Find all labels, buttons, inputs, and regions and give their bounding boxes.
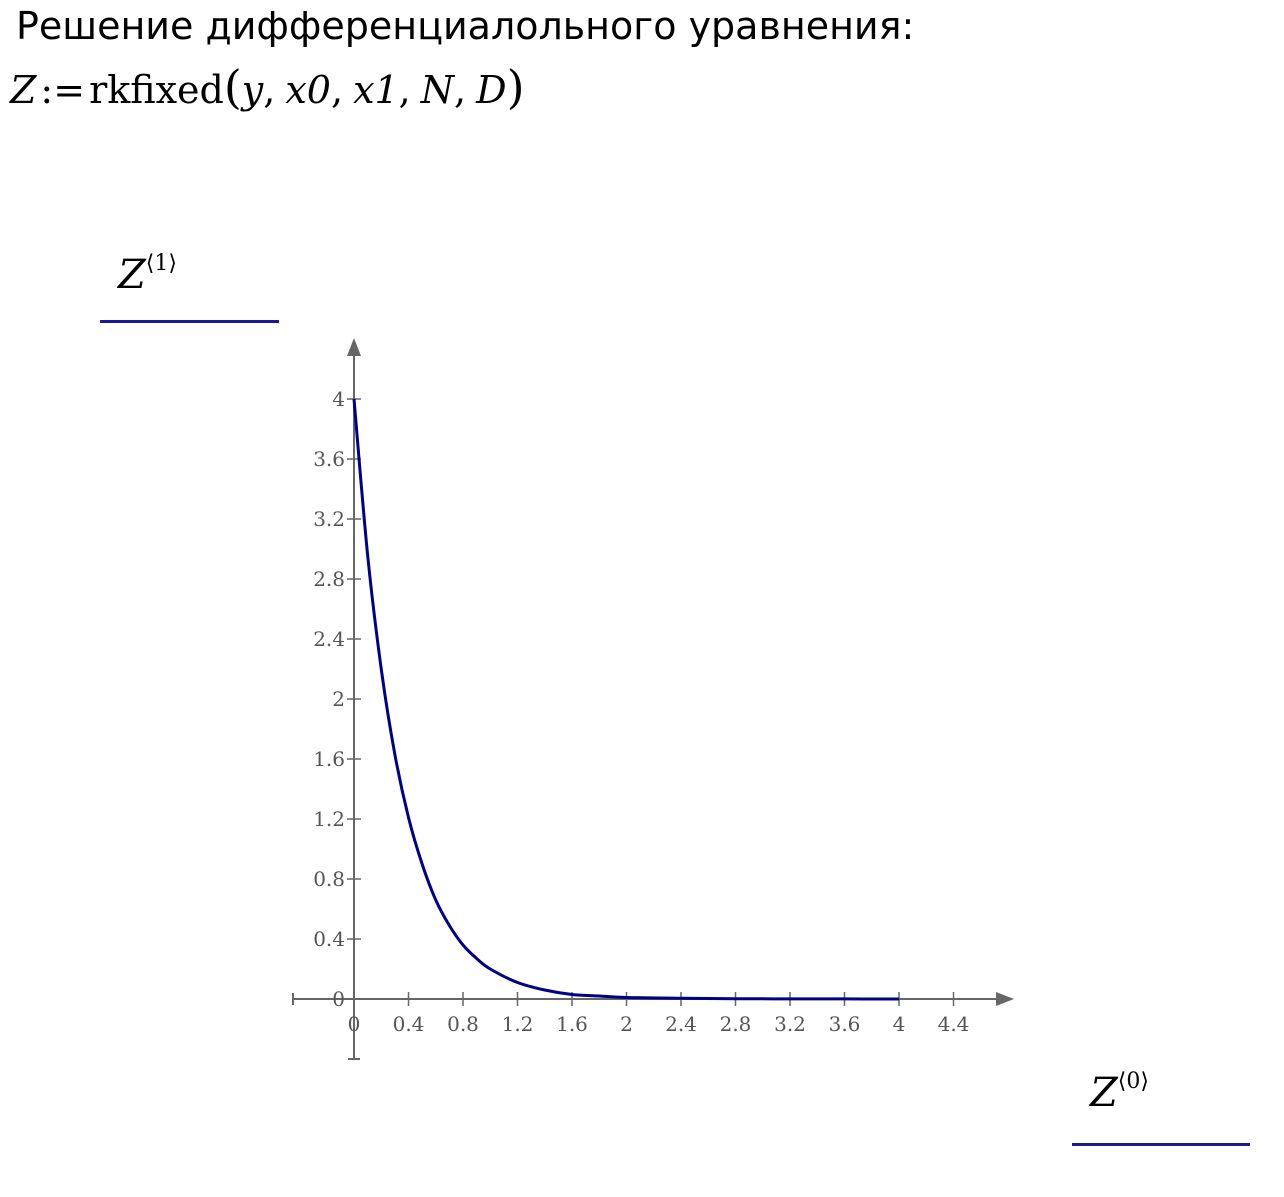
x-tick-label: 3.2 [774,1012,806,1036]
formula-comma: , [454,68,467,112]
formula-close-paren: ) [506,60,525,114]
formula: Z := rkfixed ( y, x0, x1, N, D ) [10,60,525,114]
formula-assign: := [40,68,86,112]
formula-comma: , [330,68,344,112]
y-tick-label: 1.2 [313,807,345,831]
x-axis-arrow [996,992,1014,1006]
x-tick-label: 1.6 [556,1012,588,1036]
formula-comma: , [263,68,276,112]
y-axis-label-sup: ⟨1⟩ [145,250,177,276]
y-tick-label: 3.6 [313,447,345,471]
formula-arg: x1 [353,68,399,112]
x-axis-label-sup: ⟨0⟩ [1117,1068,1149,1094]
ticks: 0 0.4 0.8 1.2 1.6 2 2.4 2.8 3.2 3.6 4 4.4 0 0.4 0.8 1.2… [313,387,969,1036]
series-line [352,398,900,1001]
y-axis-arrow [347,338,361,356]
y-tick-label: 0.8 [313,867,345,891]
y-tick-label: 0.4 [313,927,345,951]
x-tick-label: 0.4 [393,1012,425,1036]
formula-comma: , [398,68,411,112]
y-tick-label: 2 [332,687,345,711]
x-axis-label-base: Z [1090,1070,1118,1116]
x-tick-label: 1.2 [502,1012,534,1036]
y-axis-label[interactable]: Z⟨1⟩ [118,250,177,298]
y-tick-label: 0 [332,987,345,1011]
y-tick-label: 1.6 [313,747,345,771]
y-tick-label: 2.4 [313,627,345,651]
heading: Решение дифференциалольного уравнения: [16,4,915,48]
y-tick-label: 2.8 [313,567,345,591]
y-tick-label: 3.2 [313,507,345,531]
formula-open-paren: ( [223,60,242,114]
formula-arg: x0 [285,68,331,112]
x-tick-label: 4 [893,1012,906,1036]
y-axis-label-base: Z [118,252,146,298]
x-tick-label: 2.4 [665,1012,697,1036]
axes [292,338,1014,1060]
x-tick-label: 3.6 [829,1012,861,1036]
y-axis-label-underline [100,320,279,323]
x-tick-label: 2.8 [720,1012,752,1036]
x-tick-label: 4.4 [938,1012,970,1036]
x-tick-label: 0 [348,1012,361,1036]
formula-func: rkfixed [89,68,224,112]
formula-arg: D [476,68,507,112]
x-tick-label: 2 [620,1012,633,1036]
x-axis-label-underline [1072,1143,1250,1146]
x-tick-label: 0.8 [447,1012,479,1036]
x-axis-label[interactable]: Z⟨0⟩ [1090,1068,1149,1116]
formula-lhs: Z [10,68,37,112]
y-tick-label: 4 [332,387,345,411]
formula-arg: y [241,68,264,112]
formula-arg: N [420,68,455,112]
